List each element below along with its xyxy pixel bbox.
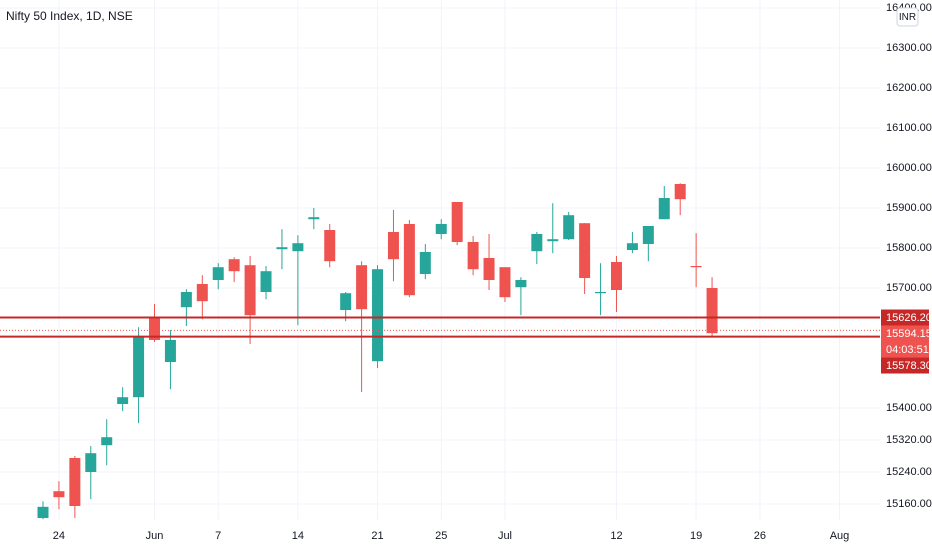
candle-body — [180, 292, 192, 308]
y-tick-label: 15700.00 — [886, 282, 932, 294]
y-tick-label: 15800.00 — [886, 242, 932, 254]
x-tick-label: 14 — [292, 530, 304, 542]
candle-body — [547, 239, 559, 242]
y-tick-label: 15400.00 — [886, 402, 932, 414]
currency[interactable]: INR — [899, 12, 916, 23]
candle-body — [37, 506, 49, 518]
candle-body — [101, 437, 113, 446]
candle-body — [340, 293, 352, 310]
candle-body — [451, 202, 463, 242]
candle-body — [658, 198, 670, 220]
candle-body — [69, 458, 81, 506]
countdown-label: 04:03:51 — [886, 344, 929, 356]
candle-body — [483, 258, 495, 280]
y-tick-label: 15900.00 — [886, 202, 932, 214]
candle-body — [53, 491, 65, 498]
candle-body — [690, 266, 702, 268]
candle-body — [276, 247, 288, 250]
price-label: 15594.15 — [886, 328, 932, 340]
candle-body — [435, 224, 447, 234]
x-tick-label: 7 — [215, 530, 221, 542]
candle-body — [387, 232, 399, 260]
candle-body — [117, 397, 129, 404]
candle-body — [563, 215, 575, 240]
candle-body — [324, 230, 336, 262]
candle-body — [244, 265, 256, 316]
candle-body — [403, 224, 415, 296]
candle-body — [260, 271, 272, 292]
candle-body — [706, 288, 718, 334]
y-tick-label: 16000.00 — [886, 162, 932, 174]
candle-body — [595, 292, 607, 294]
candle-body — [674, 184, 686, 200]
x-tick-label: 24 — [53, 530, 65, 542]
x-tick-label: 19 — [690, 530, 702, 542]
candle-body — [610, 262, 622, 290]
x-tick-label: 12 — [610, 530, 622, 542]
candle-body — [419, 252, 431, 274]
grid — [0, 0, 880, 520]
candle-body — [149, 318, 161, 340]
candle-body — [531, 234, 543, 252]
x-tick-label: Jun — [146, 530, 164, 542]
candle-body — [308, 217, 320, 220]
price-label: 15626.20 — [886, 312, 932, 324]
candle-body — [579, 223, 591, 278]
y-tick-label: 16100.00 — [886, 122, 932, 134]
price-label-box — [881, 357, 929, 374]
y-tick-label: 15320.00 — [886, 434, 932, 446]
candle-body — [499, 267, 511, 298]
y-tick-label: 15160.00 — [886, 498, 932, 510]
overlay — [0, 316, 880, 338]
y-tick-label: 15240.00 — [886, 466, 932, 478]
x-tick-label: 26 — [754, 530, 766, 542]
y-tick-label: 16200.00 — [886, 82, 932, 94]
candle-body — [356, 265, 368, 310]
price-label: 15578.30 — [886, 360, 932, 372]
candle-body — [372, 269, 384, 362]
candle-body — [212, 267, 224, 280]
candle-body — [133, 337, 145, 398]
y-tick-label: 16300.00 — [886, 42, 932, 54]
candle-body — [292, 243, 304, 252]
candle-body — [196, 284, 208, 302]
candle-body — [642, 226, 654, 244]
currency-badge[interactable] — [896, 7, 919, 27]
price-label-box — [881, 325, 929, 358]
candle-body — [626, 243, 638, 250]
candle-body — [515, 280, 527, 288]
candle-body — [228, 259, 240, 272]
x-tick-label: Jul — [498, 530, 512, 542]
candles — [37, 183, 718, 520]
x-tick-label: Aug — [830, 530, 850, 542]
x-tick-label: 21 — [371, 530, 383, 542]
candle-body — [164, 340, 176, 362]
chart-title: Nifty 50 Index, 1D, NSE — [6, 9, 133, 23]
x-tick-label: 25 — [435, 530, 447, 542]
price-label-box — [881, 309, 929, 326]
candle-body — [85, 453, 97, 472]
candle-body — [467, 242, 479, 270]
